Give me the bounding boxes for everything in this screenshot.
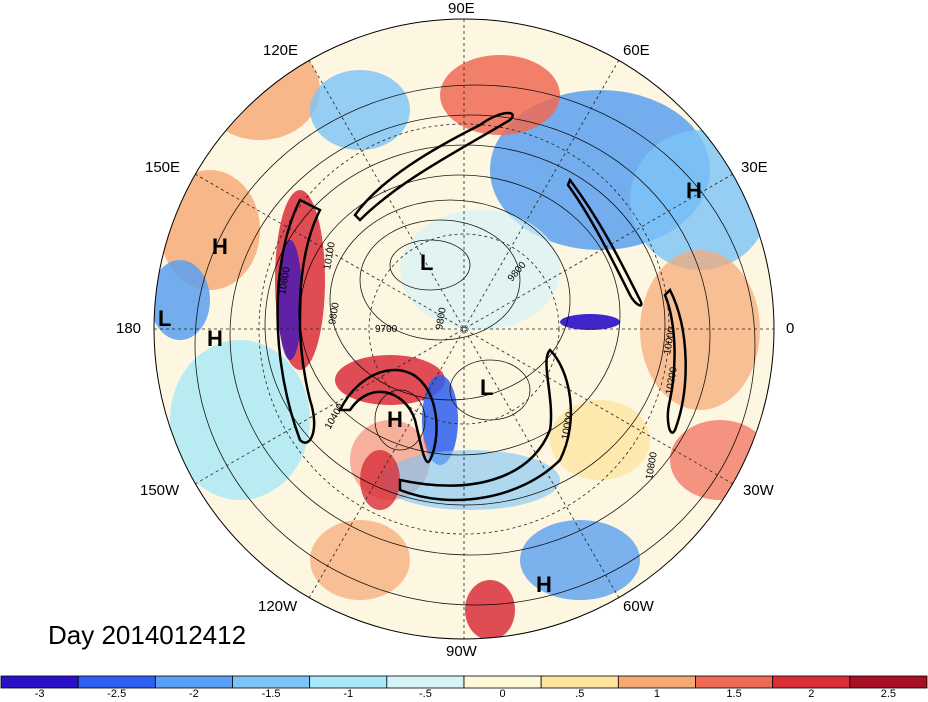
contour-label: 10000 — [662, 326, 678, 356]
lon-label-120e: 120E — [263, 42, 299, 59]
colorbar-swatch — [772, 675, 851, 689]
colorbar-swatch — [463, 675, 542, 689]
lon-label-150w: 150W — [140, 482, 180, 499]
colorbar-tick-label: -2 — [189, 688, 199, 700]
lon-label-150e: 150E — [145, 159, 181, 176]
colorbar-tick-label: 1.5 — [726, 688, 742, 700]
pressure-system-marker: H — [212, 234, 228, 259]
pressure-system-marker: H — [207, 326, 223, 351]
contour-label: 10100 — [322, 241, 338, 271]
contour-label: 9800 — [434, 306, 449, 330]
contour-label: 10200 — [664, 366, 680, 396]
colorbar-swatch — [386, 675, 465, 689]
pressure-system-marker: H — [536, 572, 552, 597]
colorbar-swatch — [232, 675, 311, 689]
colorbar-swatch — [849, 675, 928, 689]
colorbar-tick-label: 0 — [499, 688, 506, 700]
colorbar-tick-label: .5 — [575, 688, 585, 700]
contour-label: 9800 — [327, 301, 342, 325]
colorbar-swatch — [77, 675, 156, 689]
pressure-system-marker: H — [387, 407, 403, 432]
colorbar-tick-label: -3 — [34, 688, 45, 700]
colorbar-swatch — [540, 675, 619, 689]
lon-label-0: 0 — [786, 320, 795, 337]
colorbar-tick-label: 2 — [808, 688, 815, 700]
colorbar-swatch — [0, 675, 79, 689]
colorbar-swatch — [617, 675, 696, 689]
lon-label-30e: 30E — [741, 159, 768, 176]
colorbar-tick-label: -.5 — [418, 688, 432, 700]
lon-label-60w: 60W — [623, 598, 654, 615]
lon-label-60e: 60E — [623, 42, 650, 59]
lon-label-90e: 90E — [448, 0, 475, 17]
contour-label: 10800 — [644, 451, 660, 481]
contour-label: 10000 — [560, 411, 576, 441]
contour-label: 10800 — [277, 266, 293, 296]
pressure-system-marker: H — [686, 178, 702, 203]
colorbar-tick-label: -2.5 — [107, 688, 127, 700]
lon-label-30w: 30W — [743, 482, 774, 499]
colorbar-swatch — [695, 675, 774, 689]
pressure-system-marker: L — [480, 375, 494, 400]
anomaly-field — [154, 19, 774, 639]
colorbar-swatch — [309, 675, 388, 689]
lon-label-120w: 120W — [258, 598, 298, 615]
colorbar-swatch — [154, 675, 233, 689]
colorbar-tick-label: -1.5 — [261, 688, 281, 700]
colorbar-tick-label: -1 — [343, 688, 354, 700]
pressure-system-marker: L — [420, 250, 434, 275]
lon-label-180: 180 — [116, 320, 142, 337]
colorbar-tick-label: 2.5 — [880, 688, 897, 700]
lon-label-90w: 90W — [446, 643, 477, 660]
date-label: Day 2014012412 — [48, 620, 247, 650]
colorbar-tick-label: 1 — [653, 688, 660, 700]
colorbar — [0, 675, 928, 689]
pressure-system-marker: L — [158, 306, 172, 331]
contour-label: 9700 — [375, 324, 398, 335]
